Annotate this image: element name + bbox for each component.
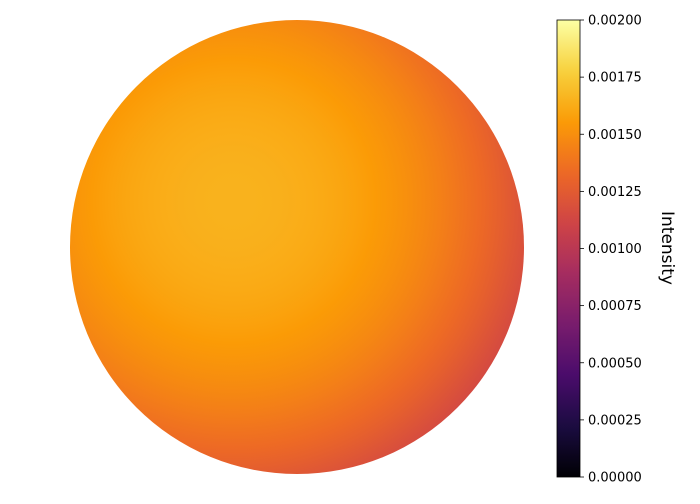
colorbar-tick-label: 0.00175 <box>588 71 642 86</box>
colorbar-tick-label: 0.00050 <box>588 356 642 371</box>
colorbar-tick-label: 0.00075 <box>588 299 642 314</box>
intensity-disk <box>70 20 524 474</box>
colorbar-tick-label: 0.00125 <box>588 185 642 200</box>
colorbar-ticks: 0.00000 0.00025 0.00050 0.00075 0.00100 0.001… <box>580 14 642 486</box>
colorbar-tick-label: 0.00100 <box>588 242 642 257</box>
colorbar-label: Intensity <box>657 211 677 285</box>
colorbar-tick-label: 0.00200 <box>588 14 642 29</box>
colorbar-tick-label: 0.00025 <box>588 413 642 428</box>
colorbar: 0.00000 0.00025 0.00050 0.00075 0.00100 0.001… <box>556 14 677 486</box>
colorbar-bar <box>556 19 581 478</box>
colorbar-tick-label: 0.00150 <box>588 128 642 143</box>
colorbar-tick-label: 0.00000 <box>588 471 642 486</box>
